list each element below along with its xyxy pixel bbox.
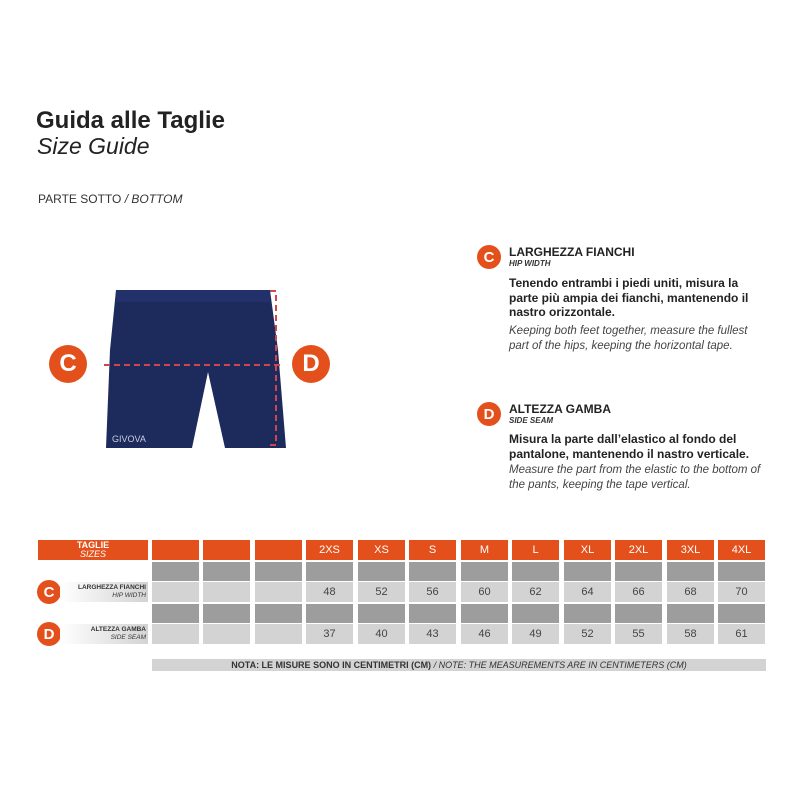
measure-c-text-it: Tenendo entrambi i piedi uniti, misura l… [509, 276, 749, 319]
side-seam-cell [152, 624, 199, 644]
row-c-label-it: LARGHEZZA FIANCHI [77, 584, 146, 591]
size-header-cell: S [409, 540, 456, 560]
row-d-label-en: SIDE SEAM [110, 634, 146, 641]
spacer-cell [461, 604, 508, 623]
waistband [116, 290, 270, 302]
section-sep: / [121, 192, 132, 206]
spacer-cell [667, 562, 714, 581]
note-en: / NOTE: THE MEASUREMENTS ARE IN CENTIMET… [431, 660, 687, 670]
spacer-cell [255, 604, 302, 623]
size-header-cell: L [512, 540, 559, 560]
shorts-shape [106, 290, 286, 448]
row-c-badge: C [37, 580, 61, 604]
size-header-cell: XL [564, 540, 611, 560]
spacer-cell [461, 562, 508, 581]
measure-c-subtitle: HIP WIDTH [509, 259, 551, 268]
side-seam-cell: 49 [512, 624, 559, 644]
measure-d-badge: D [477, 402, 501, 426]
spacer-cell [564, 562, 611, 581]
side-seam-cell: 52 [564, 624, 611, 644]
hip-width-cell: 70 [718, 582, 765, 602]
spacer-cell [203, 604, 250, 623]
size-header-cell [255, 540, 302, 560]
spacer-cell [358, 604, 405, 623]
hip-width-cell [203, 582, 250, 602]
measure-d-text-en: Measure the part from the elastic to the… [509, 464, 761, 491]
measurement-note: NOTA: LE MISURE SONO IN CENTIMETRI (CM) … [152, 659, 766, 671]
header-en: SIZES [79, 549, 106, 559]
spacer-cell [718, 604, 765, 623]
spacer-cell [512, 604, 559, 623]
row-d-label-it: ALTEZZA GAMBA [90, 626, 146, 633]
hip-width-cell [152, 582, 199, 602]
spacer-cell [409, 604, 456, 623]
hip-width-cell [255, 582, 302, 602]
size-header-cell: 4XL [718, 540, 765, 560]
badge-c: C [49, 345, 87, 383]
spacer-cell [667, 604, 714, 623]
side-seam-cell: 43 [409, 624, 456, 644]
page-title: Guida alle Taglie [36, 107, 225, 134]
spacer-cell [615, 604, 662, 623]
hip-width-cell: 48 [306, 582, 353, 602]
spacer-cell [564, 604, 611, 623]
size-header-cell: M [461, 540, 508, 560]
size-header-cell [203, 540, 250, 560]
section-label: PARTE SOTTO / BOTTOM [38, 192, 183, 206]
spacer-cell [718, 562, 765, 581]
measure-c-badge: C [477, 245, 501, 269]
hip-width-cell: 60 [461, 582, 508, 602]
hip-width-cell: 64 [564, 582, 611, 602]
measure-c-text-en: Keeping both feet together, measure the … [509, 325, 748, 352]
size-header-cell: 3XL [667, 540, 714, 560]
brand-logo: GIVOVA [112, 434, 146, 444]
side-seam-cell: 40 [358, 624, 405, 644]
spacer-cell [255, 562, 302, 581]
note-it: NOTA: LE MISURE SONO IN CENTIMETRI (CM) [231, 660, 432, 670]
row-d-label: ALTEZZA GAMBA SIDE SEAM [60, 624, 148, 644]
side-seam-cell [203, 624, 250, 644]
spacer-cell [358, 562, 405, 581]
row-c-label-en: HIP WIDTH [112, 592, 146, 599]
measure-c-title: LARGHEZZA FIANCHI [509, 245, 635, 259]
side-seam-cell: 46 [461, 624, 508, 644]
size-header-cell: 2XL [615, 540, 662, 560]
spacer-cell [306, 562, 353, 581]
measure-d-title: ALTEZZA GAMBA [509, 402, 611, 416]
side-seam-cell: 61 [718, 624, 765, 644]
badge-d: D [292, 345, 330, 383]
side-seam-cell: 55 [615, 624, 662, 644]
spacer-cell [152, 562, 199, 581]
spacer-cell [152, 604, 199, 623]
hip-width-cell: 68 [667, 582, 714, 602]
row-c-label: LARGHEZZA FIANCHI HIP WIDTH [60, 582, 148, 602]
spacer-cell [203, 562, 250, 581]
page-subtitle: Size Guide [37, 133, 150, 159]
section-en: BOTTOM [131, 192, 183, 206]
hip-width-cell: 52 [358, 582, 405, 602]
spacer-cell [306, 604, 353, 623]
measure-d-text-it: Misura la parte dall’elastico al fondo d… [509, 432, 750, 461]
side-seam-line [270, 290, 277, 446]
row-d-badge: D [37, 622, 61, 646]
spacer-cell [512, 562, 559, 581]
size-header-cell: 2XS [306, 540, 353, 560]
spacer-cell [409, 562, 456, 581]
hip-width-cell: 56 [409, 582, 456, 602]
measure-d-subtitle: SIDE SEAM [509, 416, 554, 425]
size-header-cell: XS [358, 540, 405, 560]
hip-width-cell: 66 [615, 582, 662, 602]
hip-width-cell: 62 [512, 582, 559, 602]
side-seam-cell: 58 [667, 624, 714, 644]
header-it: TAGLIE [76, 540, 110, 550]
size-header-cell [152, 540, 199, 560]
spacer-cell [615, 562, 662, 581]
table-header-label: TAGLIE SIZES [38, 540, 148, 560]
side-seam-cell [255, 624, 302, 644]
section-it: PARTE SOTTO [38, 192, 122, 206]
shorts-illustration: GIVOVA [104, 290, 286, 448]
side-seam-cell: 37 [306, 624, 353, 644]
